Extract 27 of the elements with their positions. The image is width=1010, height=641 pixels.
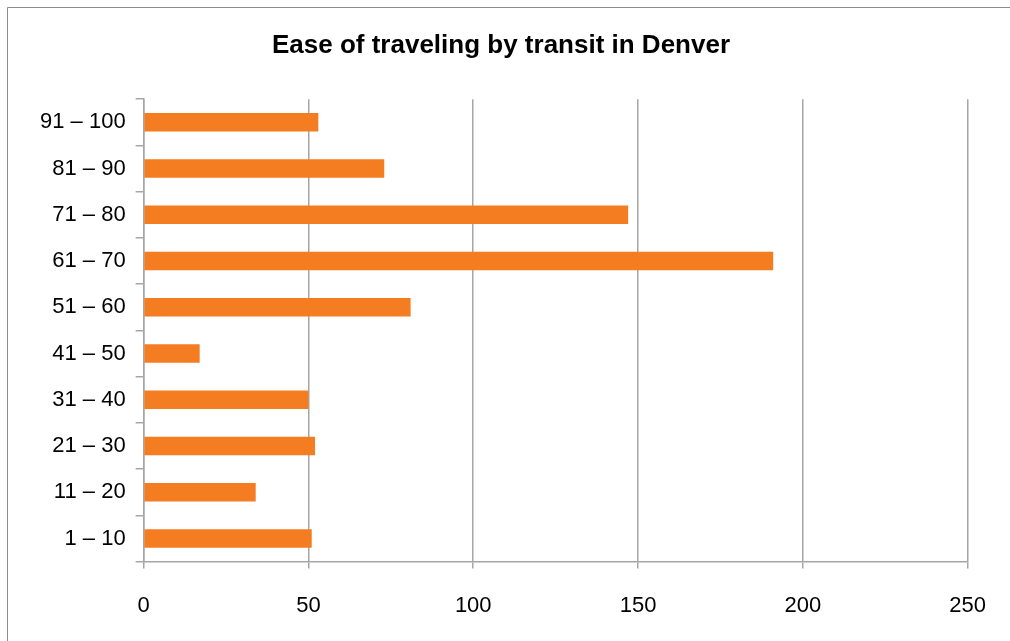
bar [144, 482, 256, 502]
bar [144, 344, 200, 363]
y-tick-label: 21 – 30 [52, 432, 126, 458]
x-tick-label: 50 [296, 591, 321, 617]
y-tick-label: 81 – 90 [52, 154, 126, 180]
x-tick-label: 200 [784, 591, 822, 617]
y-tick-label: 51 – 60 [52, 293, 126, 319]
y-tick-label: 41 – 50 [52, 339, 126, 365]
y-tick-label: 1 – 10 [64, 524, 126, 550]
x-tick-label: 0 [137, 591, 150, 617]
bar [144, 436, 316, 456]
bar [144, 159, 385, 178]
bar [144, 113, 319, 132]
bar [144, 298, 411, 317]
x-tick-label: 250 [949, 591, 987, 617]
x-tick-label: 100 [454, 591, 492, 617]
y-tick-label: 61 – 70 [52, 247, 126, 273]
y-tick-label: 91 – 100 [40, 108, 126, 134]
x-tick-label: 150 [619, 591, 657, 617]
y-tick-label: 31 – 40 [52, 385, 126, 411]
bar [144, 251, 774, 271]
y-tick-label: 71 – 80 [52, 200, 126, 226]
bar [144, 390, 309, 410]
bar [144, 529, 312, 548]
chart-title: Ease of traveling by transit in Denver [271, 28, 731, 59]
y-tick-label: 11 – 20 [53, 478, 126, 504]
bar [144, 205, 629, 225]
